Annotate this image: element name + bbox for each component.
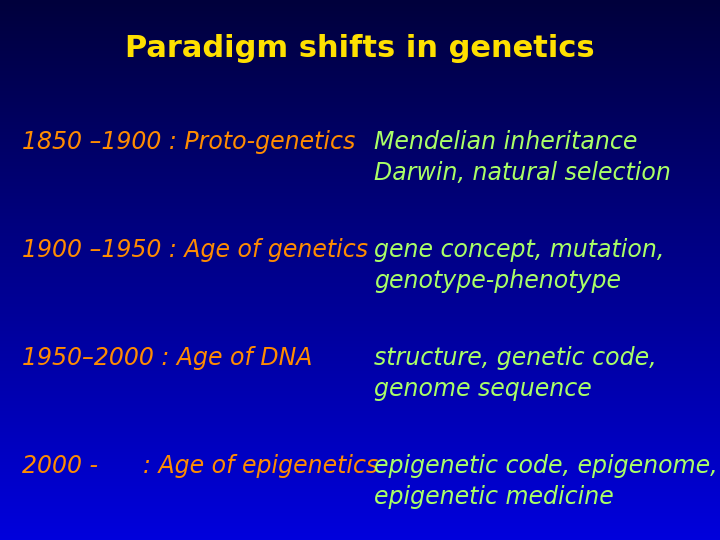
Text: Paradigm shifts in genetics: Paradigm shifts in genetics xyxy=(125,34,595,63)
Text: 2000 -      : Age of epigenetics: 2000 - : Age of epigenetics xyxy=(22,454,378,477)
Text: 1950–2000 : Age of DNA: 1950–2000 : Age of DNA xyxy=(22,346,312,369)
Text: epigenetic code, epigenome,
epigenetic medicine: epigenetic code, epigenome, epigenetic m… xyxy=(374,454,718,509)
Text: 1900 –1950 : Age of genetics: 1900 –1950 : Age of genetics xyxy=(22,238,368,261)
Text: structure, genetic code,
genome sequence: structure, genetic code, genome sequence xyxy=(374,346,657,401)
Text: gene concept, mutation,
genotype-phenotype: gene concept, mutation, genotype-phenoty… xyxy=(374,238,665,293)
Text: 1850 –1900 : Proto-genetics: 1850 –1900 : Proto-genetics xyxy=(22,130,355,153)
Text: Mendelian inheritance
Darwin, natural selection: Mendelian inheritance Darwin, natural se… xyxy=(374,130,671,185)
